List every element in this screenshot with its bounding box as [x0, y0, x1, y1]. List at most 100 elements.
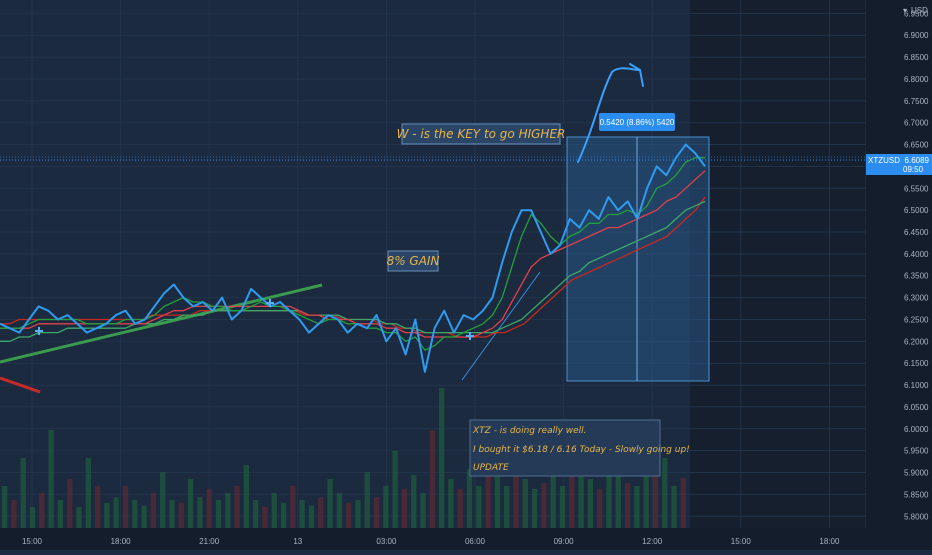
- y-tick-label: 6.4500: [904, 228, 929, 237]
- volume-bar: [318, 497, 324, 528]
- annotation-gain-box[interactable]: 8% GAIN: [387, 250, 440, 272]
- note-line-3: UPDATE: [473, 463, 509, 473]
- volume-bar: [652, 474, 659, 528]
- x-tick-label: 13: [293, 537, 302, 546]
- volume-bar: [215, 500, 222, 528]
- currency-label: USD: [911, 6, 928, 15]
- volume-bar: [29, 507, 36, 528]
- volume-bar: [671, 486, 677, 528]
- volume-bar: [429, 430, 435, 528]
- y-tick-label: 6.3500: [904, 272, 929, 281]
- volume-bar: [587, 479, 594, 528]
- volume-bar: [122, 486, 129, 528]
- volume-bar: [364, 472, 370, 528]
- y-tick-label: 6.1000: [904, 381, 929, 390]
- volume-bar: [76, 507, 82, 528]
- y-tick-label: 6.0500: [904, 403, 929, 412]
- time-axis[interactable]: 15:00 18:00 21:00 13 03:00 06:00 09:00 12:00 15:…: [22, 537, 840, 546]
- volume-bar: [141, 505, 147, 528]
- volume-bar: [280, 502, 287, 528]
- y-tick-label: 6.1500: [904, 359, 929, 368]
- volume-bar: [160, 472, 166, 528]
- volume-bar: [634, 486, 640, 528]
- note-line-1: XTZ - is doing really well.: [472, 426, 587, 436]
- y-tick-label: 6.4000: [904, 250, 929, 259]
- volume-bar: [411, 474, 417, 528]
- currency-dropdown-icon[interactable]: ▾: [903, 6, 907, 15]
- y-tick-label: 5.8500: [904, 490, 929, 499]
- volume-bar: [401, 488, 408, 528]
- volume-bar: [327, 479, 333, 528]
- volume-bar: [457, 488, 463, 528]
- x-tick-label: 21:00: [199, 537, 220, 546]
- y-tick-label: 6.8500: [904, 53, 929, 62]
- volume-bar: [373, 497, 380, 528]
- x-tick-label: 03:00: [376, 537, 397, 546]
- volume-bar: [504, 486, 510, 528]
- volume-bar: [680, 477, 686, 528]
- volume-bar: [187, 479, 194, 528]
- volume-bar: [569, 474, 575, 528]
- note-line-2: I bought it $6.18 / 6.16 Today - Slowly …: [473, 445, 690, 455]
- volume-bar: [346, 502, 352, 528]
- volume-bar: [466, 469, 473, 528]
- volume-bar: [606, 472, 612, 528]
- measure-tooltip: 0.5420 (8.86%) 5420: [599, 113, 675, 131]
- series-line: [0, 143, 706, 373]
- volume-bar: [522, 479, 528, 528]
- y-tick-label: 6.9000: [904, 31, 929, 40]
- volume-bar: [253, 500, 259, 528]
- volume-bar: [262, 507, 268, 528]
- volume-bar: [615, 451, 621, 528]
- volume-bar: [476, 486, 482, 528]
- x-tick-label: 09:00: [554, 537, 575, 546]
- price-axis-background: [866, 0, 932, 550]
- y-tick-label: 6.8000: [904, 75, 929, 84]
- volume-bar: [355, 500, 361, 528]
- volume-bar: [39, 493, 45, 528]
- price-tag-symbol: XTZUSD: [868, 156, 900, 165]
- y-tick-label: 6.5000: [904, 206, 929, 215]
- volume-bar: [531, 488, 538, 528]
- green-trendline: [0, 283, 323, 364]
- y-tick-label: 5.8000: [904, 512, 929, 521]
- volume-bar: [132, 500, 138, 528]
- volume-bar: [85, 458, 91, 528]
- y-tick-label: 6.0000: [904, 425, 929, 434]
- y-tick-label: 6.2000: [904, 337, 929, 346]
- volume-bar: [48, 430, 54, 528]
- x-tick-label: 18:00: [819, 537, 840, 546]
- series-line: [0, 170, 706, 338]
- x-tick-label: 15:00: [22, 537, 43, 546]
- volume-bar: [225, 493, 231, 528]
- annotation-notes-box[interactable]: XTZ - is doing really well. I bought it …: [469, 419, 690, 477]
- volume-bar: [67, 479, 73, 528]
- volume-bar: [299, 500, 305, 528]
- series-line: [0, 157, 705, 351]
- volume-bar: [550, 465, 556, 528]
- y-tick-label: 6.9500: [904, 9, 929, 18]
- measure-box[interactable]: [566, 136, 710, 382]
- volume-bar: [578, 458, 584, 528]
- volume-bar: [234, 486, 240, 528]
- annotation-w-box[interactable]: W - is the KEY to go HIGHER: [397, 123, 566, 145]
- volume-bar: [290, 486, 296, 528]
- volume-bar: [541, 483, 547, 528]
- crosshair-marker-mid: [266, 299, 274, 307]
- volume-bar: [494, 463, 501, 528]
- volume-bar: [448, 479, 454, 528]
- volume-bar: [104, 502, 110, 528]
- y-tick-label: 6.5500: [904, 184, 929, 193]
- red-trendline: [0, 376, 41, 394]
- grid-lines: [0, 0, 866, 528]
- y-tick-label: 5.9500: [904, 447, 929, 456]
- future-area: [690, 0, 865, 528]
- volume-bar: [485, 474, 491, 528]
- annotation-w-text: W - is the KEY to go HIGHER: [397, 127, 566, 141]
- volume-bar: [392, 451, 398, 528]
- hand-drawn-arrow: [577, 63, 644, 163]
- crosshair-marker-left: [35, 327, 43, 335]
- volume-bar: [624, 483, 631, 528]
